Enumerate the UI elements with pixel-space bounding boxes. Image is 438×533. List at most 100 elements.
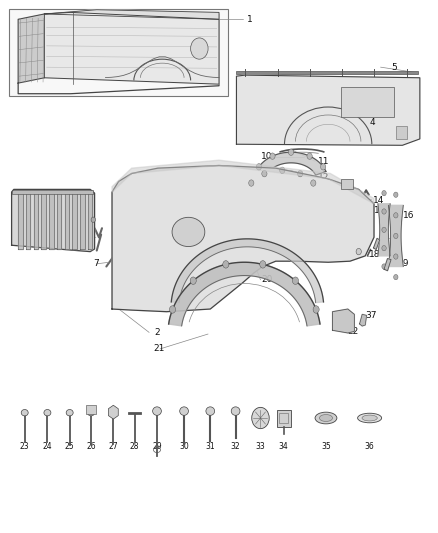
Polygon shape	[171, 239, 324, 303]
Polygon shape	[378, 204, 390, 256]
Text: 30: 30	[179, 442, 189, 451]
Polygon shape	[112, 160, 374, 204]
Circle shape	[356, 248, 361, 255]
Ellipse shape	[206, 407, 215, 415]
Polygon shape	[80, 191, 85, 249]
Ellipse shape	[180, 407, 188, 415]
Text: 13: 13	[339, 185, 350, 194]
Text: 4: 4	[370, 118, 375, 127]
Polygon shape	[249, 170, 316, 191]
Bar	[341, 87, 394, 117]
Polygon shape	[109, 405, 118, 419]
Circle shape	[313, 306, 319, 313]
Polygon shape	[169, 262, 320, 326]
Text: 7: 7	[94, 260, 99, 268]
Circle shape	[382, 209, 386, 214]
Bar	[396, 126, 407, 139]
Circle shape	[260, 261, 266, 268]
Polygon shape	[88, 191, 92, 249]
Text: 12: 12	[318, 173, 329, 182]
Circle shape	[191, 38, 208, 59]
Text: 23: 23	[20, 442, 29, 451]
Polygon shape	[160, 168, 175, 173]
Circle shape	[170, 306, 176, 313]
Text: 20: 20	[262, 275, 273, 284]
Circle shape	[321, 164, 326, 170]
Circle shape	[394, 213, 398, 218]
Circle shape	[382, 264, 386, 269]
Polygon shape	[65, 191, 69, 249]
Circle shape	[262, 171, 267, 177]
Text: 29: 29	[152, 442, 162, 451]
Polygon shape	[34, 191, 38, 249]
Circle shape	[297, 171, 303, 177]
Text: 25: 25	[65, 442, 74, 451]
Polygon shape	[374, 238, 380, 249]
Text: 8: 8	[118, 221, 124, 230]
Text: 19: 19	[398, 260, 410, 268]
Polygon shape	[256, 152, 326, 175]
Polygon shape	[18, 14, 44, 83]
Polygon shape	[332, 309, 354, 333]
Circle shape	[394, 233, 398, 239]
Bar	[10, 9, 228, 96]
Circle shape	[293, 277, 299, 285]
Polygon shape	[26, 191, 30, 249]
Text: 26: 26	[86, 442, 96, 451]
Text: 15: 15	[374, 206, 385, 215]
Circle shape	[270, 153, 275, 159]
Ellipse shape	[44, 409, 51, 416]
Text: 34: 34	[279, 442, 289, 451]
Circle shape	[252, 407, 269, 429]
Polygon shape	[112, 165, 374, 312]
Bar	[277, 409, 290, 426]
Text: 1: 1	[247, 15, 253, 24]
Circle shape	[256, 164, 261, 170]
Text: 9: 9	[172, 169, 178, 178]
Text: 17: 17	[384, 238, 396, 247]
Text: 37: 37	[365, 311, 377, 320]
Polygon shape	[44, 10, 219, 19]
Circle shape	[394, 192, 398, 197]
Polygon shape	[360, 314, 367, 326]
Text: 21: 21	[153, 344, 165, 353]
Polygon shape	[384, 259, 391, 271]
Circle shape	[91, 217, 95, 222]
Bar	[86, 405, 96, 414]
Text: 16: 16	[403, 212, 415, 221]
Ellipse shape	[319, 415, 332, 422]
Text: 31: 31	[205, 442, 215, 451]
Polygon shape	[389, 205, 403, 266]
Ellipse shape	[357, 413, 381, 423]
Ellipse shape	[362, 415, 377, 421]
Text: 35: 35	[321, 442, 331, 451]
Circle shape	[223, 261, 229, 268]
Polygon shape	[237, 75, 420, 146]
Text: 27: 27	[109, 442, 118, 451]
Polygon shape	[12, 189, 95, 252]
Circle shape	[382, 190, 386, 196]
Bar	[279, 413, 288, 423]
Text: 9: 9	[172, 168, 177, 177]
Text: 11: 11	[318, 157, 330, 166]
Circle shape	[288, 149, 293, 156]
Text: 3: 3	[27, 222, 33, 231]
Circle shape	[382, 227, 386, 232]
Bar	[341, 179, 353, 189]
Text: 32: 32	[231, 442, 240, 451]
Polygon shape	[44, 12, 219, 84]
Text: 22: 22	[348, 327, 359, 336]
Text: 14: 14	[373, 196, 384, 205]
Circle shape	[280, 167, 285, 173]
Ellipse shape	[231, 407, 240, 415]
Polygon shape	[57, 191, 61, 249]
Polygon shape	[49, 191, 53, 249]
Circle shape	[394, 254, 398, 259]
Circle shape	[249, 180, 254, 186]
Circle shape	[382, 246, 386, 251]
Text: 2: 2	[155, 328, 160, 337]
Ellipse shape	[172, 217, 205, 247]
Circle shape	[311, 180, 316, 186]
Text: 5: 5	[392, 63, 397, 71]
Polygon shape	[18, 191, 22, 249]
